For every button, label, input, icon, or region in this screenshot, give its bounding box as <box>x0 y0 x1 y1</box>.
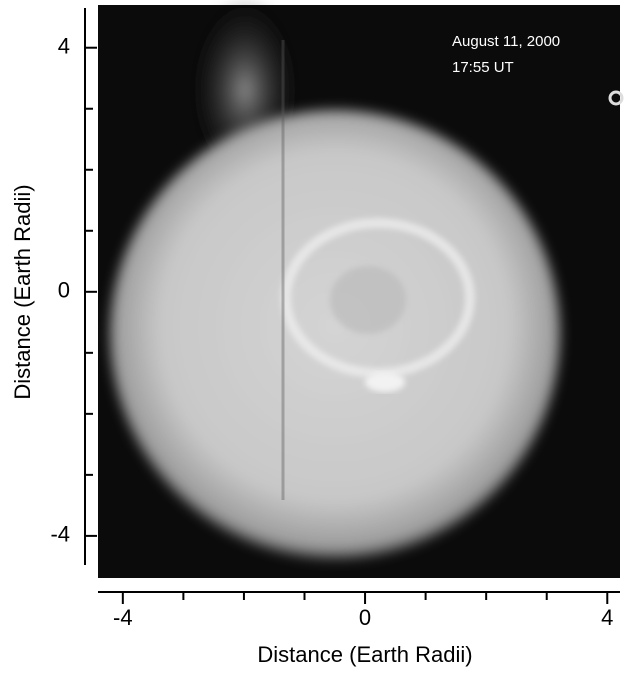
image <box>98 0 624 578</box>
x-tick-label: -4 <box>113 605 133 630</box>
y-tick-label: -4 <box>50 522 70 547</box>
y-axis-label: Distance (Earth Radii) <box>10 184 35 399</box>
y-tick-label: 4 <box>58 34 70 59</box>
y-tick-label: 0 <box>58 278 70 303</box>
annotation: 17:55 UT <box>452 59 514 76</box>
annotation: August 11, 2000 <box>452 33 560 50</box>
x-tick-label: 0 <box>359 605 371 630</box>
x-axis-label: Distance (Earth Radii) <box>257 642 472 667</box>
x-tick-label: 4 <box>601 605 613 630</box>
